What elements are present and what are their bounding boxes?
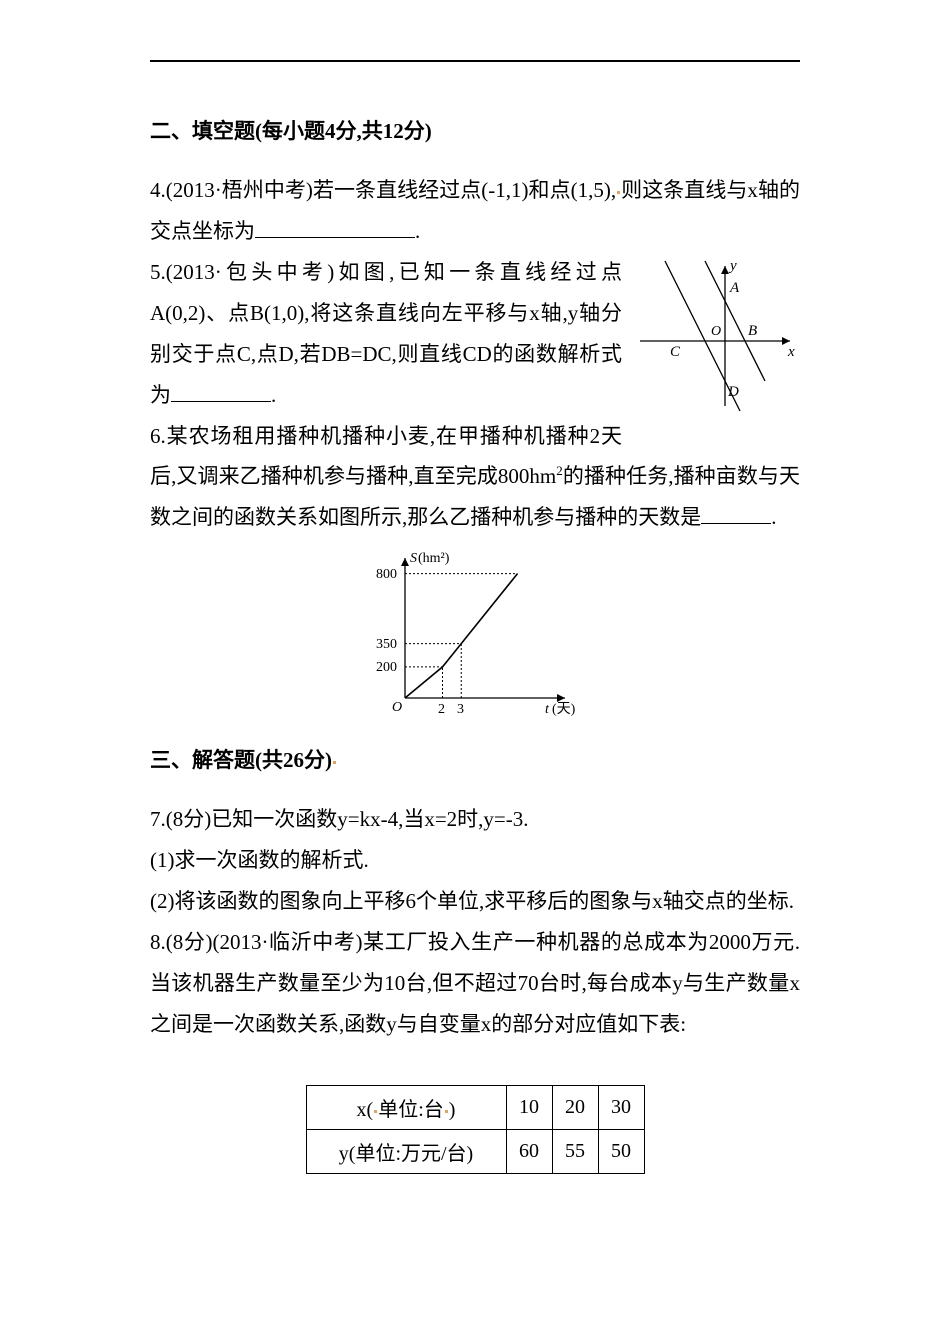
svg-text:800: 800 <box>376 567 397 582</box>
blank-q5 <box>171 381 271 402</box>
q4: 4.(2013·梧州中考)若一条直线经过点(-1,1)和点(1,5),则这条直线… <box>150 170 800 252</box>
svg-text:y: y <box>728 258 737 274</box>
svg-text:2: 2 <box>438 702 445 717</box>
svg-text:(天): (天) <box>552 702 576 717</box>
section3-title: 三、解答题(共26分) <box>150 741 800 781</box>
svg-text:3: 3 <box>457 702 464 717</box>
q8-a: 8.(8分)(2013·临沂中考)某工厂投入生产一种机器的总成本为2000万元.… <box>150 922 800 1045</box>
blank-q4 <box>255 217 415 238</box>
section3-title-text: 三、解答题(共26分) <box>150 748 332 772</box>
q5-text-b: . <box>271 383 276 407</box>
figure-line-chart: O 2 3 200 350 800 S (hm²) t (天) <box>360 548 590 723</box>
table-cell: 50 <box>598 1129 644 1173</box>
accent-dot-4 <box>445 1110 448 1113</box>
q6: 6.某农场租用播种机播种小麦,在甲播种机播种2天后,又调来乙播种机参与播种,直至… <box>150 416 800 539</box>
table-head-y: y(单位:万元/台) <box>306 1129 506 1173</box>
table-row: y(单位:万元/台) 60 55 50 <box>306 1129 644 1173</box>
q7-2: (2)将该函数的图象向上平移6个单位,求平移后的图象与x轴交点的坐标. <box>150 881 800 922</box>
svg-text:B: B <box>748 323 757 339</box>
accent-dot <box>617 191 620 194</box>
svg-text:C: C <box>670 344 681 360</box>
table-cell: 20 <box>552 1085 598 1129</box>
top-rule <box>150 60 800 62</box>
table-cell: 30 <box>598 1085 644 1129</box>
table-cell: 10 <box>506 1085 552 1129</box>
svg-text:S: S <box>410 551 417 566</box>
table-row: x(单位:台) 10 20 30 <box>306 1085 644 1129</box>
q6-text-a: 6.某农场租用播种机播种小麦,在甲播种机播种2天后,又调来乙播种机参与播种,直至… <box>150 424 622 489</box>
svg-text:O: O <box>711 324 721 339</box>
svg-text:x: x <box>787 344 795 360</box>
blank-q6 <box>701 503 771 524</box>
q7-a: 7.(8分)已知一次函数y=kx-4,当x=2时,y=-3. <box>150 799 800 840</box>
table-head-x: x(单位:台) <box>306 1085 506 1129</box>
svg-text:O: O <box>392 700 402 715</box>
svg-text:D: D <box>727 384 739 400</box>
table-cell: 55 <box>552 1129 598 1173</box>
q4-text-c: . <box>415 219 420 243</box>
table-cell: 60 <box>506 1129 552 1173</box>
svg-text:t: t <box>545 702 550 717</box>
svg-text:(hm²): (hm²) <box>418 551 450 566</box>
section2-title: 二、填空题(每小题4分,共12分) <box>150 112 800 152</box>
data-table: x(单位:台) 10 20 30 y(单位:万元/台) 60 55 50 <box>306 1085 645 1174</box>
accent-dot-3 <box>374 1110 377 1113</box>
page-container: 二、填空题(每小题4分,共12分) 4.(2013·梧州中考)若一条直线经过点(… <box>0 0 950 1214</box>
q4-text-a: 4.(2013·梧州中考)若一条直线经过点(-1,1)和点(1,5), <box>150 178 616 202</box>
figure-coordinate: y x A O B C D <box>630 256 800 416</box>
svg-text:350: 350 <box>376 637 397 652</box>
q7-1: (1)求一次函数的解析式. <box>150 840 800 881</box>
q6-text-c: . <box>771 505 776 529</box>
svg-text:200: 200 <box>376 660 397 675</box>
svg-text:A: A <box>729 280 740 296</box>
accent-dot-2 <box>333 761 336 764</box>
